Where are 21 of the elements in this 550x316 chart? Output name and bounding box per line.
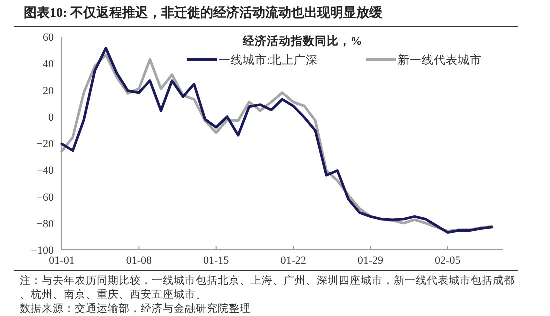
y-tick-label: −20	[36, 138, 54, 150]
y-tick-label: −60	[36, 192, 54, 204]
y-tick-label: 60	[43, 32, 54, 44]
y-tick-label: −40	[36, 165, 54, 178]
legend-title: 经济活动指数同比，%	[242, 34, 362, 48]
legend-label: 新一线代表城市	[398, 53, 482, 67]
legend-label: 一线城市:北上广深	[219, 53, 318, 67]
y-tick-label: −100	[31, 245, 54, 257]
y-tick-label: 20	[43, 85, 54, 98]
source-note: 数据来源：交通运输部，经济与金融研究院整理	[20, 302, 251, 315]
chart-title: 图表10: 不仅返程推迟，非迁徙的经济活动流动也出现明显放缓	[24, 5, 384, 20]
x-tick-label: 01-01	[49, 255, 75, 267]
x-tick-label: 01-15	[204, 255, 230, 267]
x-tick-label: 01-08	[126, 255, 152, 267]
x-tick-label: 01-22	[280, 255, 306, 267]
x-tick-label: 02-05	[435, 255, 462, 267]
y-tick-label: 40	[43, 58, 54, 71]
text: 注：与去年农历同期比较，一线城市包括北京、上海、广州、深圳四座城市，新一线代表城市包括成都、杭州、南京、重庆、西安五座城市。	[20, 274, 515, 301]
y-tick-label: 0	[48, 112, 54, 124]
x-tick-label: 01-29	[358, 255, 384, 267]
y-tick-label: −80	[36, 218, 54, 230]
